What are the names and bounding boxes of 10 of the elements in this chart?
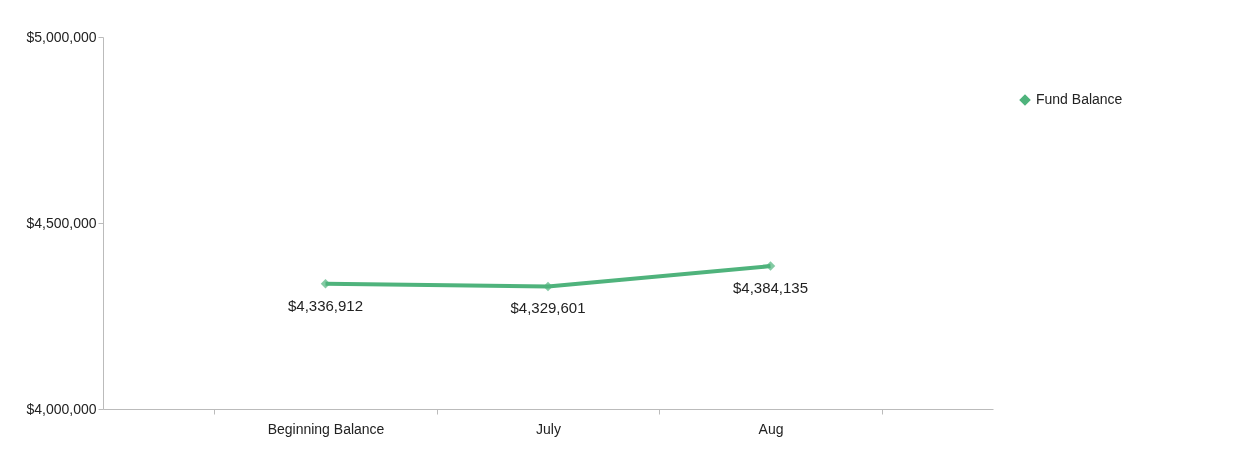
x-tick-label: Aug <box>758 420 784 437</box>
y-tick-label: $4,500,000 <box>26 214 97 231</box>
data-label: $4,336,912 <box>287 296 364 314</box>
y-tick-label: $4,000,000 <box>26 400 97 417</box>
data-label: $4,329,601 <box>510 299 586 317</box>
x-tick-label: July <box>536 420 561 437</box>
legend-label: Fund Balance <box>1036 91 1123 107</box>
y-tick-label: $5,000,000 <box>26 28 97 45</box>
data-label: $4,384,135 <box>732 279 809 297</box>
x-tick-label: Beginning Balance <box>267 420 385 437</box>
